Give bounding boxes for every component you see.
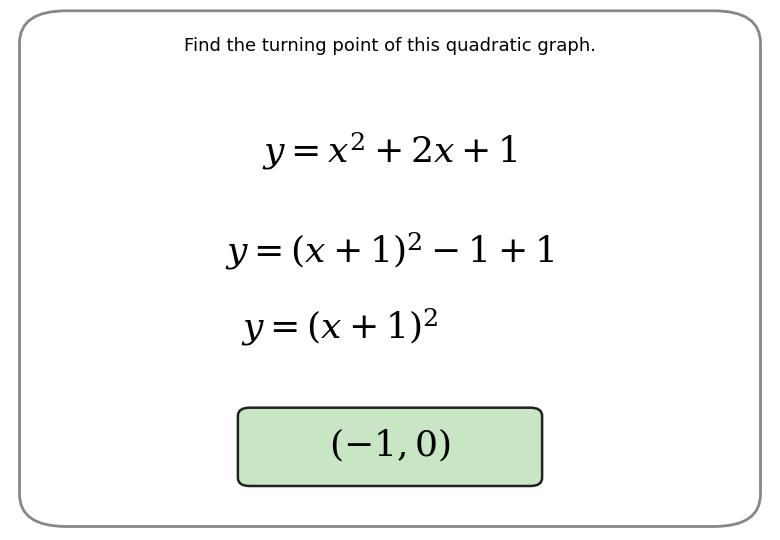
- Text: $y = x^2 + 2x + 1$: $y = x^2 + 2x + 1$: [262, 130, 518, 172]
- Text: $(-1, 0)$: $(-1, 0)$: [329, 427, 451, 464]
- Text: Find the turning point of this quadratic graph.: Find the turning point of this quadratic…: [184, 37, 596, 55]
- FancyBboxPatch shape: [238, 408, 542, 486]
- Text: $y = (x + 1)^2 - 1 + 1$: $y = (x + 1)^2 - 1 + 1$: [225, 230, 555, 272]
- Text: $y = (x + 1)^2$: $y = (x + 1)^2$: [241, 306, 438, 348]
- FancyBboxPatch shape: [20, 11, 760, 526]
